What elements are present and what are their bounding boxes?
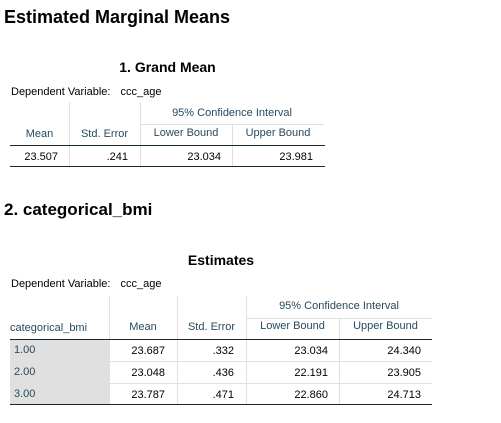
dependent-variable-label: Dependent Variable: [11, 86, 111, 98]
table-cell-upper-bound: 23.905 [387, 367, 421, 379]
dependent-variable-value: ccc_age [120, 278, 162, 290]
estimates-col-lower-bound: Lower Bound [260, 320, 325, 332]
grand-mean-col-std-error: Std. Error [80, 128, 129, 140]
estimates-col-categorical-bmi: categorical_bmi [10, 322, 88, 334]
table-cell-mean: 23.687 [131, 345, 165, 357]
grand-mean-col-upper-bound: Upper Bound [245, 127, 311, 139]
table-cell-lower-bound: 22.191 [294, 367, 328, 379]
grand-mean-upper-bound: 23.981 [279, 151, 313, 163]
table-cell-upper-bound: 24.713 [387, 389, 421, 401]
table-cell-std-error: .436 [212, 367, 234, 379]
estimates-col-mean: Mean [129, 321, 157, 333]
table-row-label: 1.00 [10, 340, 109, 361]
grand-mean-ci-header: 95% Confidence Interval [172, 107, 292, 119]
grand-mean-std-error: .241 [106, 151, 128, 163]
table-row-label: 2.00 [10, 362, 109, 383]
estimates-col-upper-bound: Upper Bound [353, 320, 418, 332]
dependent-variable-label: Dependent Variable: [11, 278, 111, 290]
estimates-title: Estimates [187, 252, 255, 268]
page-heading: Estimated Marginal Means [4, 7, 231, 27]
grand-mean-title: 1. Grand Mean [119, 59, 216, 75]
section-heading-categorical-bmi: 2. categorical_bmi [4, 200, 153, 219]
estimates-col-std-error: Std. Error [187, 321, 236, 333]
table-cell-lower-bound: 22.860 [294, 389, 328, 401]
table-cell-mean: 23.787 [131, 389, 165, 401]
table-cell-std-error: .471 [212, 389, 234, 401]
table-cell-std-error: .332 [212, 345, 234, 357]
estimates-ci-header: 95% Confidence Interval [279, 300, 399, 312]
table-cell-upper-bound: 24.340 [387, 345, 421, 357]
table-cell-mean: 23.048 [131, 367, 165, 379]
grand-mean-col-lower-bound: Lower Bound [153, 127, 219, 139]
table-cell-lower-bound: 23.034 [294, 345, 328, 357]
table-row-label: 3.00 [10, 384, 109, 404]
grand-mean-dependent-variable: Dependent Variable: ccc_age [11, 86, 161, 98]
grand-mean-lower-bound: 23.034 [187, 151, 221, 163]
grand-mean-col-mean: Mean [25, 128, 54, 140]
estimates-dependent-variable: Dependent Variable: ccc_age [11, 278, 161, 290]
grand-mean-value: 23.507 [24, 151, 58, 163]
dependent-variable-value: ccc_age [120, 86, 162, 98]
